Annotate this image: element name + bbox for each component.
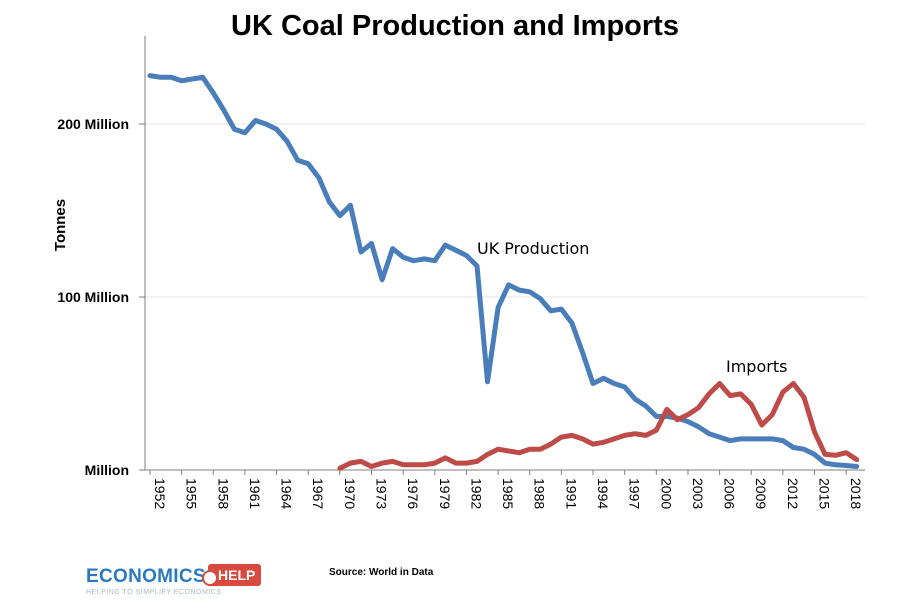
x-tick-label: 1991 — [563, 478, 579, 509]
x-tick-label: 1976 — [405, 478, 421, 509]
x-tick-label: 2009 — [753, 478, 769, 509]
x-tick-label: 1997 — [627, 478, 643, 509]
series-lines — [147, 73, 860, 471]
x-tick-label: 1985 — [500, 478, 516, 509]
logo-badge: HELP — [208, 564, 262, 586]
x-tick-label: 1973 — [374, 478, 390, 509]
series-line-imports — [337, 381, 860, 471]
chart-title: UK Coal Production and Imports — [231, 10, 679, 42]
series-line-uk-production — [147, 73, 860, 469]
y-tick-label: 200 Million — [57, 116, 129, 132]
annotation-uk-production: UK Production — [477, 239, 589, 258]
x-tick-label: 1967 — [310, 478, 326, 509]
economics-help-logo: ECONOMICS HELP HELPING TO SIMPLIFY ECONO… — [86, 562, 262, 602]
gridlines — [145, 123, 865, 298]
logo-word: ECONOMICS — [86, 566, 206, 587]
x-tick-label: 1988 — [532, 478, 548, 509]
x-tick-label: 1955 — [184, 478, 200, 509]
y-tick-label: 100 Million — [57, 289, 129, 305]
x-axis-ticks: 1952 1955 1958 1961 1964 1967 1970 1973 1976 1979… — [149, 470, 864, 509]
x-tick-label: 2015 — [817, 478, 833, 509]
x-tick-label: 1979 — [437, 478, 453, 509]
x-tick-label: 1970 — [342, 478, 358, 509]
x-tick-label: 1952 — [152, 478, 168, 509]
x-tick-label: 2012 — [785, 478, 801, 509]
y-tick-label: Million — [85, 462, 129, 478]
x-tick-label: 2000 — [658, 478, 674, 509]
y-axis-label: Tonnes — [52, 199, 69, 251]
x-tick-label: 2018 — [848, 478, 864, 509]
y-axis-ticks: Million 100 Million 200 Million — [57, 116, 145, 478]
x-tick-label: 1982 — [468, 478, 484, 509]
x-tick-label: 2003 — [690, 478, 706, 509]
source-note: Source: World in Data — [329, 567, 434, 578]
annotations: UK Production Imports — [477, 239, 787, 376]
annotation-imports: Imports — [726, 357, 787, 376]
logo-tagline: HELPING TO SIMPLIFY ECONOMICS — [86, 589, 222, 596]
x-tick-label: 1994 — [595, 478, 611, 509]
logo-dot-icon — [202, 570, 218, 586]
x-tick-label: 1961 — [247, 478, 263, 509]
x-tick-label: 1958 — [215, 478, 231, 509]
axes — [144, 36, 865, 471]
x-tick-label: 2006 — [722, 478, 738, 509]
x-tick-label: 1964 — [279, 478, 295, 509]
